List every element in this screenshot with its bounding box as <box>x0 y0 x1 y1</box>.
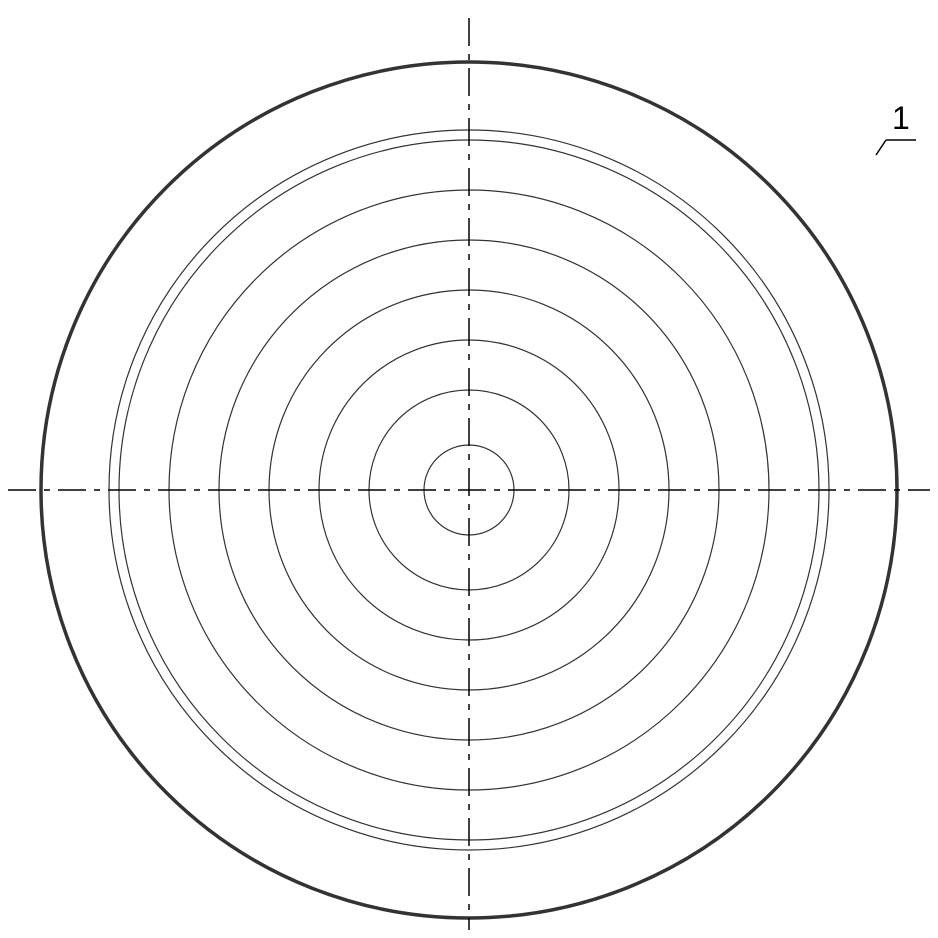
technical-drawing: 1 <box>0 0 938 938</box>
diagram-svg <box>0 0 938 938</box>
part-label-1: 1 <box>892 100 910 137</box>
